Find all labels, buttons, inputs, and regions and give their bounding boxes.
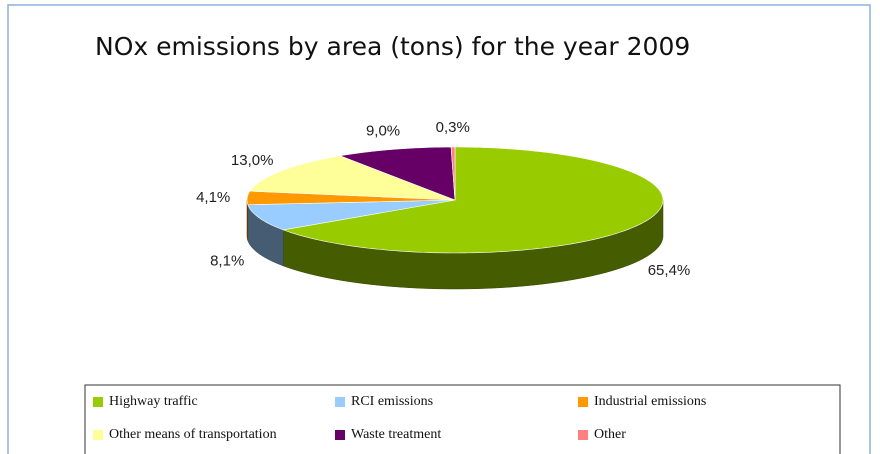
legend: Highway traffic RCI emissions Industrial e…: [93, 394, 706, 442]
pie-slice: [339, 146, 456, 201]
pie-slice: [249, 155, 456, 201]
data-label: 0,3%: [436, 119, 470, 136]
legend-label: RCI emissions: [351, 394, 433, 409]
legend-swatch: [93, 430, 103, 440]
legend-label: Waste treatment: [351, 427, 441, 442]
pie-tops: [246, 146, 664, 254]
legend-label: Other: [594, 427, 626, 442]
data-label: 4,1%: [196, 189, 230, 206]
legend-label: Industrial emissions: [594, 394, 706, 409]
legend-box: [84, 384, 841, 454]
pie-slice: [282, 146, 664, 254]
pie-slice-side: [246, 199, 249, 241]
pie-slice: [246, 190, 456, 206]
legend-swatch: [93, 397, 103, 407]
legend-swatch: [335, 397, 345, 407]
data-label: 13,0%: [231, 152, 274, 169]
legend-label: Other means of transportation: [109, 427, 277, 442]
chart-title: NOx emissions by area (tons) for the yea…: [95, 32, 690, 61]
data-label: 8,1%: [210, 253, 244, 270]
pie-slice: [450, 146, 456, 201]
pie-slice: [247, 199, 456, 231]
pie-sides: [246, 199, 664, 290]
data-label: 9,0%: [366, 122, 400, 139]
data-label: 65,4%: [648, 262, 691, 279]
legend-swatch: [335, 430, 345, 440]
legend-label: Highway traffic: [109, 394, 198, 409]
legend-swatch: [578, 430, 588, 440]
pie: 65,4% 8,1% 4,1% 13,0% 9,0% 0,3%: [196, 119, 691, 290]
legend-swatch: [578, 397, 588, 407]
